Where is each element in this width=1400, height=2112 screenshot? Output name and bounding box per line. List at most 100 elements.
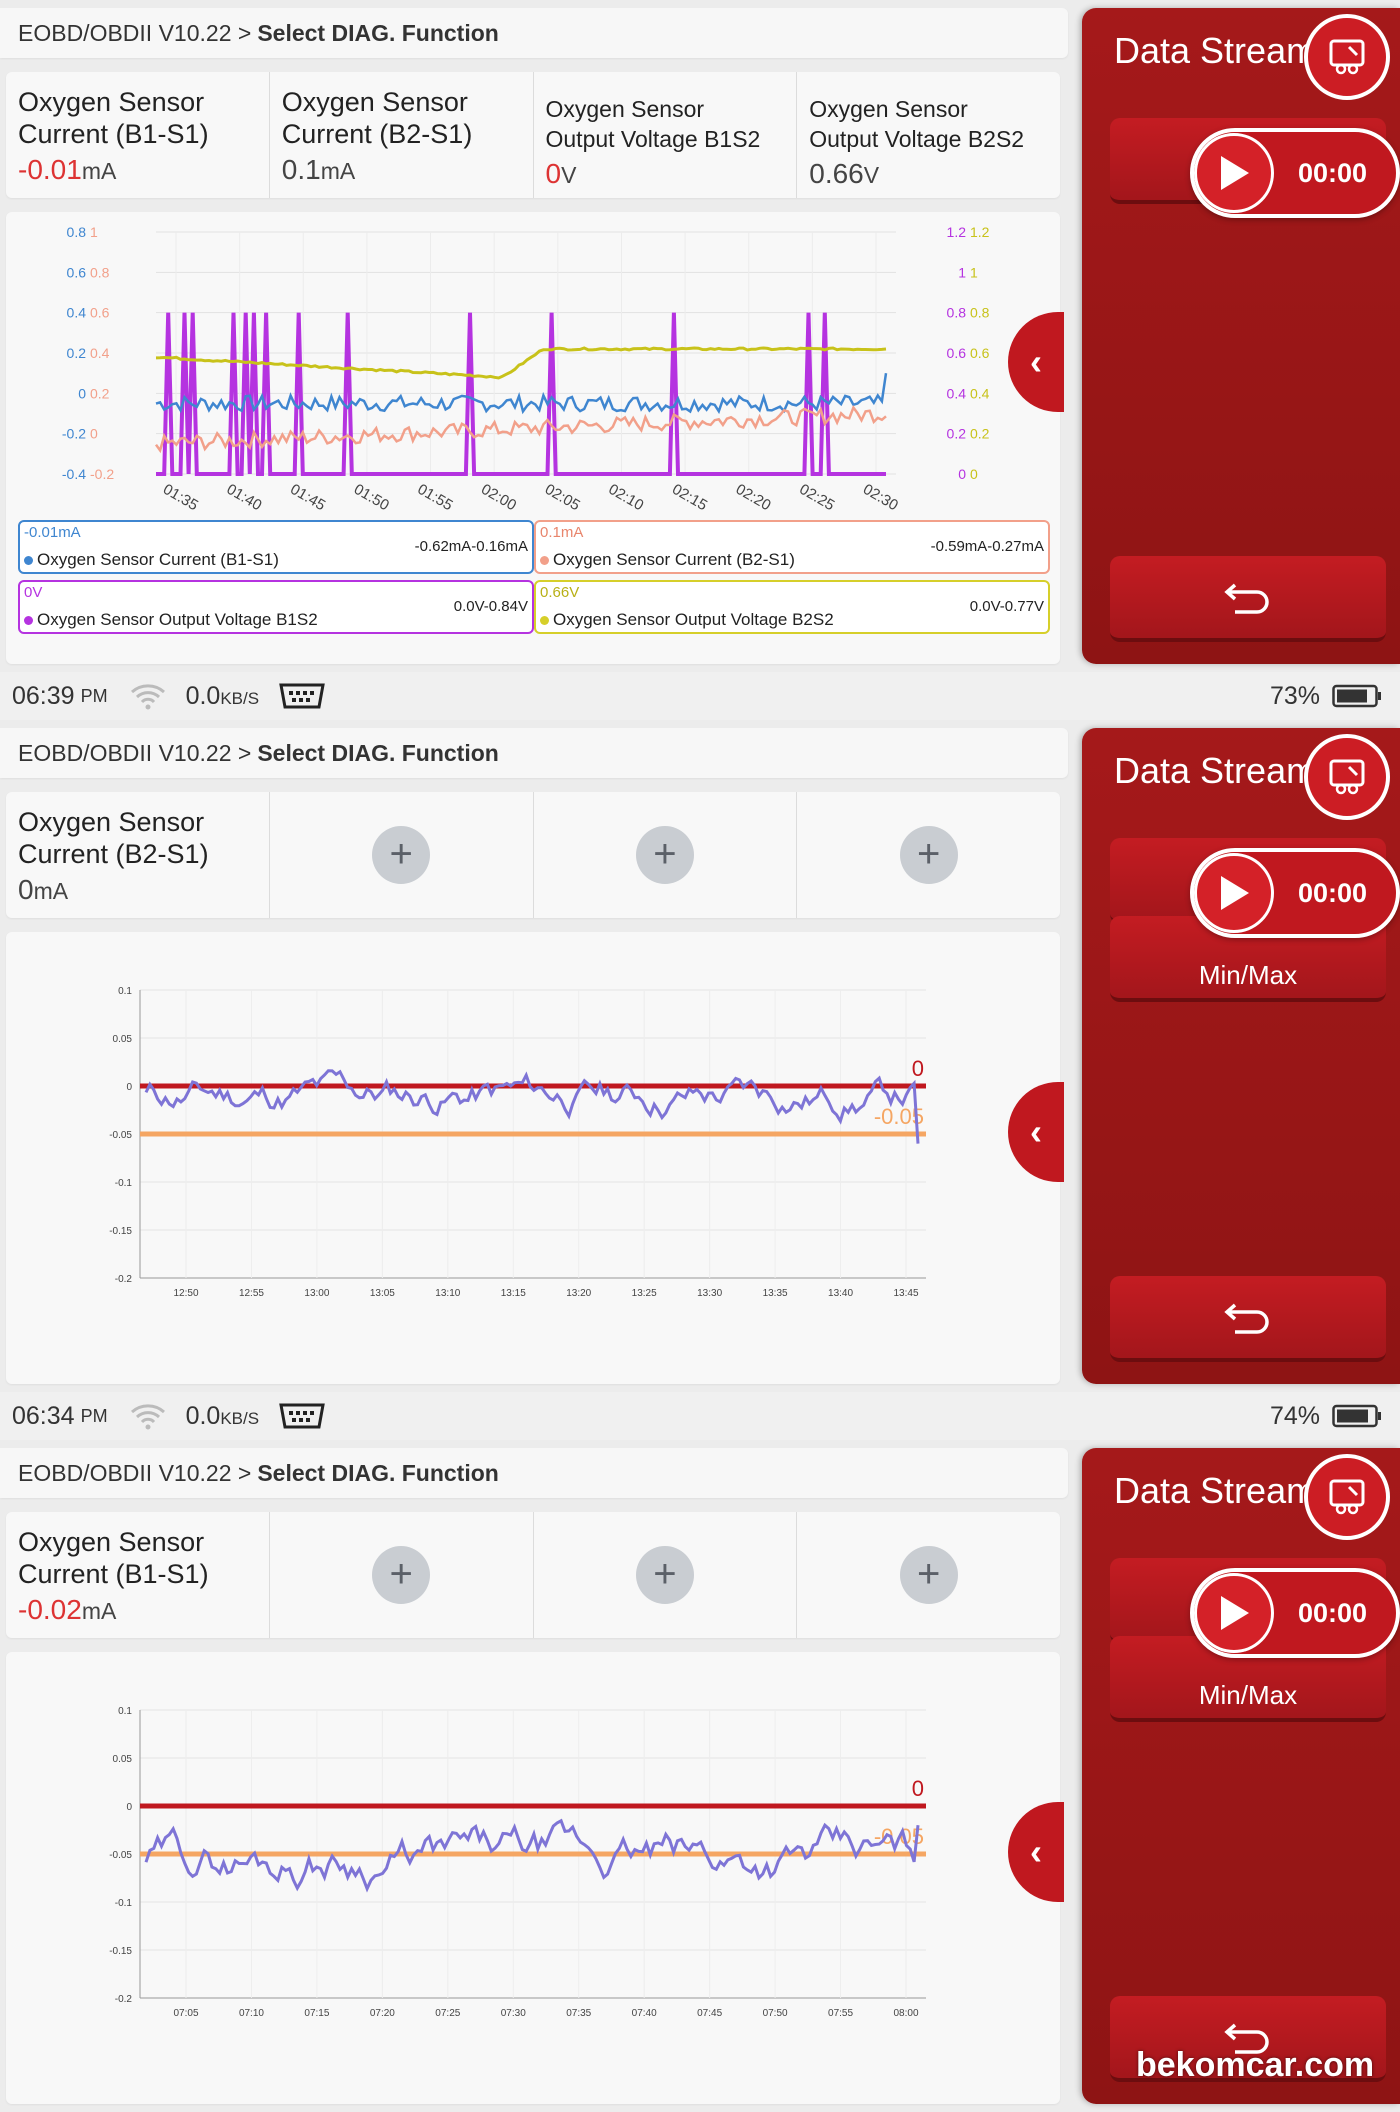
legend-b2s1-current[interactable]: 0.1mA -0.59mA-0.27mA Oxygen Sensor Curre… (534, 520, 1050, 574)
sidebar: Data Stream 00:00 (1082, 8, 1400, 664)
back-button[interactable] (1110, 556, 1386, 642)
sensor-name-line2: Output Voltage B2S2 (809, 126, 1025, 152)
record-screen-button[interactable] (1304, 14, 1390, 100)
record-timer: 00:00 (1298, 1597, 1368, 1628)
sidebar-title: Data Stream (1114, 1470, 1317, 1511)
vci-connector-icon (279, 1403, 325, 1429)
y-tick-left-salmon: 1 (90, 224, 98, 240)
y-tick-label: -0.15 (109, 1946, 132, 1957)
breadcrumb-function[interactable]: Select DIAG. Function (257, 19, 499, 46)
x-tick-label: 12:50 (173, 1288, 198, 1299)
add-sensor-button[interactable]: + (899, 826, 958, 884)
chart-3-svg: 0.1 0.05 0 -0.05 -0.1 -0.15 -0.2 07:05 07:10 07:1… (109, 1706, 926, 2019)
y-tick-label: 0 (126, 1802, 132, 1813)
sidebar: Data Stream Min/Max 00:00 (1082, 728, 1400, 1384)
breadcrumb: EOBD/OBDII V10.22 > Select DIAG. Functio… (0, 8, 1068, 58)
record-screen-button[interactable] (1304, 734, 1390, 820)
sensor-card-b2s2-voltage[interactable]: Oxygen Sensor Output Voltage B2S2 0.66V (796, 72, 1060, 198)
sidebar: Data Stream Min/Max 00:00 (1082, 1448, 1400, 2104)
x-tick-label: 07:50 (763, 2008, 788, 2019)
record-timer: 00:00 (1298, 877, 1368, 908)
y-tick-left-blue: -0.4 (62, 466, 86, 482)
back-button[interactable] (1110, 1276, 1386, 1362)
breadcrumb: EOBD/OBDII V10.22 > Select DIAG. Functio… (0, 728, 1068, 778)
x-tick-label: 01:45 (287, 481, 328, 514)
y-tick-right-yellow: 0.6 (970, 345, 990, 361)
x-tick-label: 07:45 (697, 2008, 722, 2019)
sensor-card-b2s1-current[interactable]: Oxygen Sensor Current (B2-S1) 0.1mA (268, 72, 533, 198)
legend-b1s2-voltage[interactable]: 0V 0.0V-0.84V Oxygen Sensor Output Volta… (18, 580, 534, 634)
x-tick-label: 13:25 (632, 1288, 657, 1299)
sensor-card-b1s2-voltage[interactable]: Oxygen Sensor Output Voltage B1S2 0V (532, 72, 797, 198)
breadcrumb: EOBD/OBDII V10.22 > Select DIAG. Functio… (0, 1448, 1068, 1498)
add-sensor-button[interactable]: + (372, 826, 431, 884)
series-line-yellow (155, 346, 887, 380)
sensor-name-line2: Current (B2-S1) (18, 839, 209, 869)
record-play-control[interactable]: 00:00 (1190, 1568, 1400, 1658)
sensor-value: -0.01mA (18, 154, 117, 185)
y-tick-right-yellow: 0.2 (970, 426, 990, 442)
y-tick-right-purple: 0.6 (947, 345, 967, 361)
x-tick-label: 13:35 (763, 1288, 788, 1299)
x-tick-label: 07:05 (173, 2008, 198, 2019)
series-line-lavender (144, 1818, 920, 1893)
back-button[interactable] (1110, 1996, 1386, 2082)
sensor-card-b1s1-current[interactable]: Oxygen Sensor Current (B1-S1) -0.02mA (6, 1512, 269, 1638)
y-tick-right-purple: 0.2 (947, 426, 967, 442)
breadcrumb-app: EOBD/OBDII V10.22 > (18, 739, 252, 766)
add-sensor-button[interactable]: + (899, 1546, 958, 1604)
x-tick-label: 07:40 (632, 2008, 657, 2019)
sensor-card-b2s1-current[interactable]: Oxygen Sensor Current (B2-S1) 0mA (6, 792, 269, 918)
wifi-icon (130, 1404, 165, 1430)
panel-data-stream-2: EOBD/OBDII V10.22 > Select DIAG. Functio… (0, 720, 1400, 1392)
battery-percent: 74% (1269, 1401, 1320, 1430)
breadcrumb-app: EOBD/OBDII V10.22 > (18, 1459, 252, 1486)
record-play-control[interactable]: 00:00 (1190, 128, 1400, 218)
breadcrumb-function[interactable]: Select DIAG. Function (257, 1459, 499, 1486)
battery-icon (1332, 1404, 1381, 1428)
x-tick-label: 02:30 (860, 481, 901, 514)
y-tick-right-purple: 1.2 (947, 224, 967, 240)
empty-slot: + (796, 1512, 1060, 1638)
empty-slot: + (268, 792, 533, 918)
x-tick-label: 13:15 (501, 1288, 526, 1299)
empty-slot: + (532, 792, 797, 918)
breadcrumb-function[interactable]: Select DIAG. Function (257, 739, 499, 766)
record-screen-button[interactable] (1304, 1454, 1390, 1540)
x-tick-label: 13:10 (435, 1288, 460, 1299)
back-arrow-icon (1224, 583, 1269, 614)
sensor-cards: Oxygen Sensor Current (B1-S1) -0.01mA Ox… (6, 72, 1060, 198)
y-tick-label: 0.05 (113, 1034, 133, 1045)
network-speed: 0.0KB/S (185, 1401, 260, 1430)
vci-connector-icon (279, 683, 325, 709)
series-line-salmon (154, 405, 887, 454)
x-tick-label: 01:55 (415, 481, 456, 514)
legend-b2s2-voltage[interactable]: 0.66V 0.0V-0.77V Oxygen Sensor Output Vo… (534, 580, 1050, 634)
battery-icon (1332, 684, 1381, 708)
record-play-control[interactable]: 00:00 (1190, 848, 1400, 938)
play-icon[interactable] (1194, 1573, 1274, 1653)
sensor-name-line2: Current (B2-S1) (281, 119, 473, 149)
y-tick-left-salmon: 0.4 (90, 345, 110, 361)
add-sensor-button[interactable]: + (635, 1546, 694, 1604)
sensor-card-b1s1-current[interactable]: Oxygen Sensor Current (B1-S1) -0.01mA (6, 72, 269, 198)
sensor-value: 0.66V (809, 158, 880, 189)
x-tick-label: 02:20 (733, 481, 774, 514)
y-tick-left-blue: 0 (78, 385, 86, 401)
sensor-name-line2: Current (B1-S1) (18, 1559, 209, 1589)
x-tick-label: 13:45 (893, 1288, 918, 1299)
single-series-chart: 0.1 0.05 0 -0.05 -0.1 -0.15 -0.2 12:50 12:55 13:0… (6, 932, 1060, 1384)
wifi-icon (130, 684, 165, 710)
y-tick-right-purple: 0.8 (947, 305, 967, 321)
status-time: 06:34 (12, 1401, 75, 1430)
y-tick-left-blue: 0.2 (67, 345, 87, 361)
add-sensor-button[interactable]: + (372, 1546, 431, 1604)
add-sensor-button[interactable]: + (635, 826, 694, 884)
status-ampm: PM (80, 1405, 108, 1426)
screen-record-icon (1329, 1479, 1365, 1515)
legend-b1s1-current[interactable]: -0.01mA -0.62mA-0.16mA Oxygen Sensor Cur… (18, 520, 534, 574)
sidebar-title: Data Stream (1114, 30, 1317, 71)
single-series-chart: 0.1 0.05 0 -0.05 -0.1 -0.15 -0.2 07:05 07:10 07:1… (6, 1652, 1060, 2104)
play-icon[interactable] (1194, 853, 1274, 933)
play-icon[interactable] (1194, 133, 1274, 213)
